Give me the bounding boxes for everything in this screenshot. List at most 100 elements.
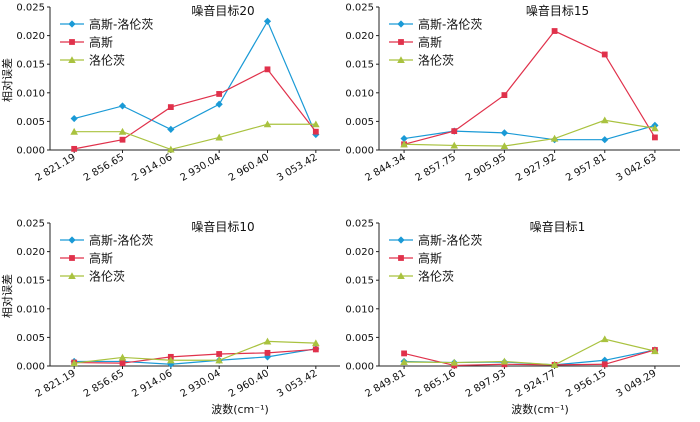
data-point bbox=[312, 339, 320, 347]
data-point bbox=[215, 100, 223, 108]
data-point bbox=[167, 145, 175, 153]
legend-label: 高斯 bbox=[418, 251, 442, 266]
data-point bbox=[501, 92, 508, 98]
series-line bbox=[74, 123, 316, 151]
data-point bbox=[601, 356, 609, 364]
legend-marker bbox=[68, 272, 76, 280]
series-line bbox=[403, 124, 656, 141]
data-point bbox=[400, 358, 408, 366]
x-tick-label: 2 956.15 bbox=[564, 368, 608, 400]
data-point bbox=[263, 120, 272, 128]
data-point bbox=[216, 91, 223, 97]
y-tick-label: 0.000 bbox=[345, 146, 374, 157]
data-point bbox=[500, 357, 509, 365]
data-point bbox=[312, 346, 319, 353]
y-tick-label: 0.010 bbox=[345, 304, 374, 315]
y-tick-label: 0.020 bbox=[16, 247, 45, 258]
data-point bbox=[651, 124, 659, 132]
data-point bbox=[216, 351, 223, 357]
legend-marker bbox=[397, 56, 405, 64]
series-line bbox=[74, 68, 317, 150]
data-point bbox=[601, 136, 609, 144]
y-tick-label: 0.010 bbox=[16, 304, 45, 315]
y-tick-label: 0.015 bbox=[345, 276, 374, 287]
x-tick-label: 2 957.81 bbox=[564, 152, 608, 184]
x-tick-label: 2 856.65 bbox=[82, 152, 126, 184]
data-point bbox=[119, 360, 126, 367]
legend-marker bbox=[397, 20, 405, 28]
legend-label: 高斯 bbox=[89, 35, 113, 50]
data-point bbox=[70, 127, 78, 135]
data-point bbox=[450, 141, 459, 149]
series-line bbox=[74, 348, 316, 365]
legend-marker bbox=[398, 255, 404, 261]
y-tick-label: 0.015 bbox=[16, 276, 45, 287]
panel-title: 噪音目标1 bbox=[530, 219, 586, 234]
data-point bbox=[118, 353, 127, 361]
legend-label: 高斯-洛伦茨 bbox=[89, 17, 153, 32]
x-tick-label: 2 821.19 bbox=[34, 368, 78, 400]
figure-xlabel: 波数(cm⁻¹) bbox=[211, 403, 269, 416]
figure-ylabel-lower: 相对误差 bbox=[0, 274, 14, 318]
legend-marker bbox=[68, 20, 76, 28]
legend-label: 洛伦茨 bbox=[418, 269, 454, 284]
legend-marker bbox=[397, 236, 405, 244]
data-point bbox=[450, 358, 459, 366]
data-point bbox=[215, 356, 223, 364]
data-point bbox=[401, 350, 407, 357]
x-tick-label: 3 042.63 bbox=[614, 152, 658, 184]
series-line bbox=[74, 348, 316, 364]
y-tick-label: 0.025 bbox=[345, 3, 374, 14]
x-tick-label: 2 960.40 bbox=[227, 152, 271, 184]
y-tick-label: 0.005 bbox=[16, 117, 45, 128]
data-point bbox=[600, 335, 609, 343]
legend-marker bbox=[68, 236, 76, 244]
x-tick-label: 2 927.92 bbox=[514, 152, 558, 184]
y-tick-label: 0.010 bbox=[345, 88, 374, 99]
y-tick-label: 0.025 bbox=[16, 3, 45, 14]
data-point bbox=[71, 145, 78, 152]
data-point bbox=[312, 120, 320, 128]
data-point bbox=[500, 129, 509, 137]
data-point bbox=[167, 125, 175, 134]
data-point bbox=[263, 337, 272, 345]
x-tick-label: 2 914.06 bbox=[130, 152, 174, 184]
x-tick-label: 2 960.40 bbox=[227, 368, 271, 400]
y-tick-label: 0.015 bbox=[16, 60, 45, 71]
data-point bbox=[601, 51, 608, 58]
legend-label: 高斯-洛伦茨 bbox=[89, 233, 153, 248]
legend-label: 高斯 bbox=[89, 251, 113, 266]
legend-label: 洛伦茨 bbox=[89, 269, 125, 284]
data-point bbox=[119, 136, 126, 143]
y-tick-label: 0.020 bbox=[345, 31, 374, 42]
figure-xlabel-right: 波数(cm⁻¹) bbox=[511, 403, 569, 416]
legend-label: 高斯 bbox=[418, 35, 442, 50]
series-line bbox=[404, 338, 656, 366]
data-point bbox=[651, 347, 659, 355]
y-tick-label: 0.000 bbox=[16, 146, 45, 157]
x-tick-label: 2 821.19 bbox=[34, 152, 78, 184]
data-point bbox=[70, 359, 78, 367]
x-tick-label: 2 924.77 bbox=[514, 368, 558, 400]
data-point bbox=[550, 361, 559, 368]
panel-title: 噪音目标20 bbox=[191, 3, 254, 18]
y-tick-label: 0.020 bbox=[345, 247, 374, 258]
legend-marker bbox=[69, 39, 75, 45]
legend-marker bbox=[69, 255, 75, 261]
panel-title: 噪音目标15 bbox=[526, 3, 589, 18]
data-point bbox=[451, 128, 458, 135]
y-tick-label: 0.000 bbox=[16, 362, 45, 373]
y-tick-label: 0.000 bbox=[345, 362, 374, 373]
data-point bbox=[500, 142, 509, 150]
y-tick-label: 0.025 bbox=[345, 219, 374, 230]
legend-label: 洛伦茨 bbox=[418, 53, 454, 68]
data-point bbox=[167, 104, 174, 110]
series-line bbox=[404, 119, 656, 147]
legend-label: 洛伦茨 bbox=[89, 53, 125, 68]
legend-marker bbox=[68, 56, 76, 64]
data-point bbox=[600, 116, 609, 124]
x-tick-label: 2 930.04 bbox=[179, 368, 223, 400]
